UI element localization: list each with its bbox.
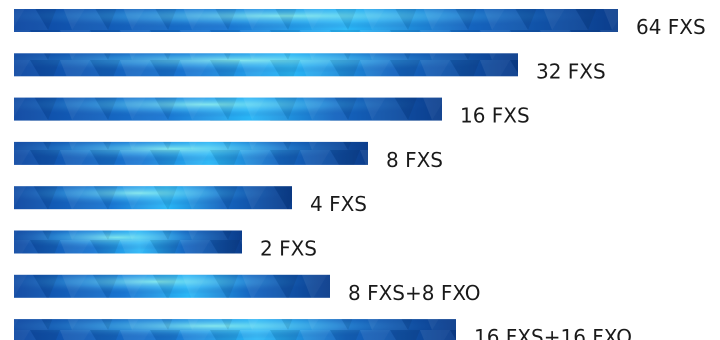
bar-label: 64 FXS bbox=[636, 15, 706, 39]
bar-group bbox=[14, 53, 518, 77]
bar-label: 8 FXS+8 FXO bbox=[348, 281, 481, 305]
bar-group bbox=[14, 274, 330, 298]
bar-texture bbox=[14, 230, 242, 254]
bar-texture bbox=[14, 141, 368, 165]
bar-texture bbox=[14, 53, 518, 77]
bar-group bbox=[14, 230, 242, 254]
bar-group bbox=[14, 186, 292, 210]
bar-texture bbox=[14, 319, 456, 340]
bar-label: 8 FXS bbox=[386, 148, 443, 172]
bar-group bbox=[14, 141, 368, 165]
bar-label: 16 FXS bbox=[460, 104, 530, 128]
bar-label: 2 FXS bbox=[260, 237, 317, 261]
bar-texture bbox=[14, 97, 442, 121]
bar-texture bbox=[14, 274, 330, 298]
bar-texture bbox=[14, 9, 618, 32]
bar-label: 4 FXS bbox=[310, 192, 367, 216]
bar-group bbox=[14, 319, 456, 340]
bar-group bbox=[14, 9, 618, 32]
bar-label: 16 FXS+16 FXO bbox=[474, 325, 632, 340]
bar-texture bbox=[14, 186, 292, 210]
bar-label: 32 FXS bbox=[536, 59, 606, 83]
bar-group bbox=[14, 97, 442, 121]
